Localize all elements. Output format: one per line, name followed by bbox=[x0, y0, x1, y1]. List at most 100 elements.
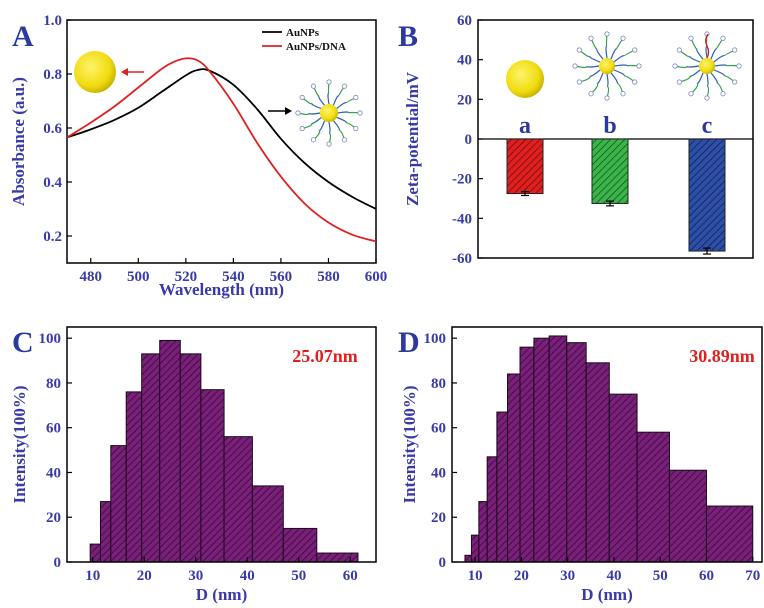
histogram-bar bbox=[668, 469, 707, 563]
plot-frame bbox=[451, 326, 763, 563]
x-tick-label: 600 bbox=[365, 269, 388, 285]
series-line bbox=[66, 57, 377, 243]
y-tick-label: 0.2 bbox=[43, 229, 62, 245]
histogram-bar bbox=[705, 505, 754, 563]
x-tick-label: 40 bbox=[606, 568, 621, 584]
y-tick-label: 100 bbox=[39, 331, 62, 347]
chart-panel-b: -60 -40 -20 0 20 40 60 Zeta-potential/mV a b c bbox=[403, 13, 754, 267]
x-tick-label: 70 bbox=[745, 568, 760, 584]
y-tick-label: 40 bbox=[431, 465, 446, 481]
histogram-bar bbox=[608, 393, 638, 563]
histogram-bar bbox=[223, 436, 253, 563]
y-axis-label: Intensity(100%) bbox=[10, 385, 29, 503]
histogram-bar bbox=[99, 501, 112, 563]
y-tick-label: -20 bbox=[452, 172, 472, 188]
y-tick-label: 0 bbox=[465, 132, 473, 148]
histogram-bar bbox=[636, 431, 670, 563]
histogram-bar bbox=[548, 335, 568, 563]
chart-panel-c: 10 20 30 40 50 60 0 20 40 60 80 100 D (nm) Intensity(… bbox=[10, 326, 377, 604]
bar bbox=[591, 138, 629, 204]
y-tick-label: 40 bbox=[457, 53, 472, 69]
histogram-bar bbox=[200, 389, 225, 563]
y-tick-label: 60 bbox=[46, 421, 61, 437]
x-tick-label: 540 bbox=[222, 269, 245, 285]
histogram-bar bbox=[566, 342, 587, 563]
y-tick-label: 1.0 bbox=[43, 13, 62, 29]
panel-label-b: B bbox=[398, 20, 418, 53]
histogram-bar bbox=[125, 391, 143, 563]
x-tick-label: 480 bbox=[80, 269, 103, 285]
peak-size-annotation: 25.07nm bbox=[292, 346, 358, 366]
x-tick-label: 520 bbox=[175, 269, 198, 285]
histogram-bar bbox=[507, 373, 521, 563]
category-label: a bbox=[519, 113, 531, 139]
panel-label-d: D bbox=[398, 326, 420, 359]
y-tick-label: 20 bbox=[431, 510, 446, 526]
x-axis-label: D (nm) bbox=[196, 585, 247, 604]
histogram-bar bbox=[141, 353, 161, 563]
x-tick-label: 30 bbox=[560, 568, 575, 584]
bar bbox=[506, 138, 544, 195]
y-tick-label: 80 bbox=[431, 376, 446, 392]
au-nanoparticle-icon bbox=[74, 51, 116, 93]
x-tick-label: 10 bbox=[468, 568, 483, 584]
legend-label: AuNPs/DNA bbox=[286, 41, 346, 53]
arrow-left-icon bbox=[121, 68, 144, 76]
x-axis-label: Wavelength (nm) bbox=[159, 280, 284, 299]
category-label: b bbox=[603, 113, 616, 139]
x-tick-label: 30 bbox=[188, 568, 203, 584]
y-axis-label: Zeta-potential/mV bbox=[403, 71, 422, 206]
y-tick-label: -40 bbox=[452, 211, 472, 227]
x-tick-label: 10 bbox=[85, 568, 100, 584]
y-tick-label: 60 bbox=[431, 421, 446, 437]
arrow-right-icon bbox=[268, 107, 292, 115]
plot-frame bbox=[66, 19, 377, 264]
histogram-bar bbox=[464, 554, 472, 563]
x-tick-label: 60 bbox=[699, 568, 714, 584]
histogram-bar bbox=[519, 346, 535, 563]
plot-frame bbox=[66, 326, 377, 563]
category-label: c bbox=[702, 113, 713, 139]
x-axis-label: D (nm) bbox=[581, 585, 632, 604]
histogram-bar bbox=[478, 501, 488, 563]
peak-size-annotation: 30.89nm bbox=[689, 346, 755, 366]
panel-label-a: A bbox=[12, 20, 34, 53]
y-tick-label: 20 bbox=[46, 510, 61, 526]
histogram-bar bbox=[486, 456, 498, 563]
y-tick-label: 40 bbox=[46, 465, 61, 481]
x-tick-label: 50 bbox=[291, 568, 306, 584]
x-tick-label: 20 bbox=[514, 568, 529, 584]
y-tick-label: -60 bbox=[452, 251, 472, 267]
y-tick-label: 20 bbox=[457, 92, 472, 108]
x-tick-label: 580 bbox=[317, 269, 340, 285]
au-nanoparticle-icon bbox=[506, 60, 544, 98]
dna-functionalized-nanoparticle-icon bbox=[672, 31, 742, 101]
histogram-bar bbox=[496, 411, 509, 563]
histogram-bar bbox=[179, 353, 202, 563]
y-tick-label: 0 bbox=[54, 555, 62, 571]
y-tick-label: 100 bbox=[424, 331, 447, 347]
x-tick-label: 560 bbox=[270, 269, 293, 285]
y-tick-label: 0.8 bbox=[43, 67, 62, 83]
panel-label-c: C bbox=[12, 326, 34, 359]
x-tick-label: 60 bbox=[343, 568, 358, 584]
x-tick-label: 40 bbox=[240, 568, 255, 584]
y-axis-label: Intensity(100%) bbox=[400, 385, 419, 503]
histogram-bar bbox=[110, 445, 127, 563]
y-tick-label: 0.4 bbox=[43, 175, 62, 191]
dna-functionalized-nanoparticle-icon bbox=[572, 31, 642, 101]
y-tick-label: 0.6 bbox=[43, 121, 62, 137]
dna-functionalized-nanoparticle-icon bbox=[295, 79, 363, 147]
histogram-bar bbox=[159, 339, 181, 563]
y-tick-label: 80 bbox=[46, 376, 61, 392]
histogram-bar bbox=[316, 552, 359, 563]
x-tick-label: 20 bbox=[137, 568, 152, 584]
histogram-bar bbox=[251, 485, 284, 563]
bar bbox=[688, 138, 726, 252]
y-tick-label: 60 bbox=[457, 13, 472, 29]
legend-label: AuNPs bbox=[286, 27, 320, 39]
histogram-bar bbox=[585, 362, 610, 563]
y-tick-label: 0 bbox=[439, 555, 447, 571]
chart-panel-d: 10 20 30 40 50 60 70 0 20 40 60 80 100 D (nm) Intensit… bbox=[400, 326, 763, 604]
